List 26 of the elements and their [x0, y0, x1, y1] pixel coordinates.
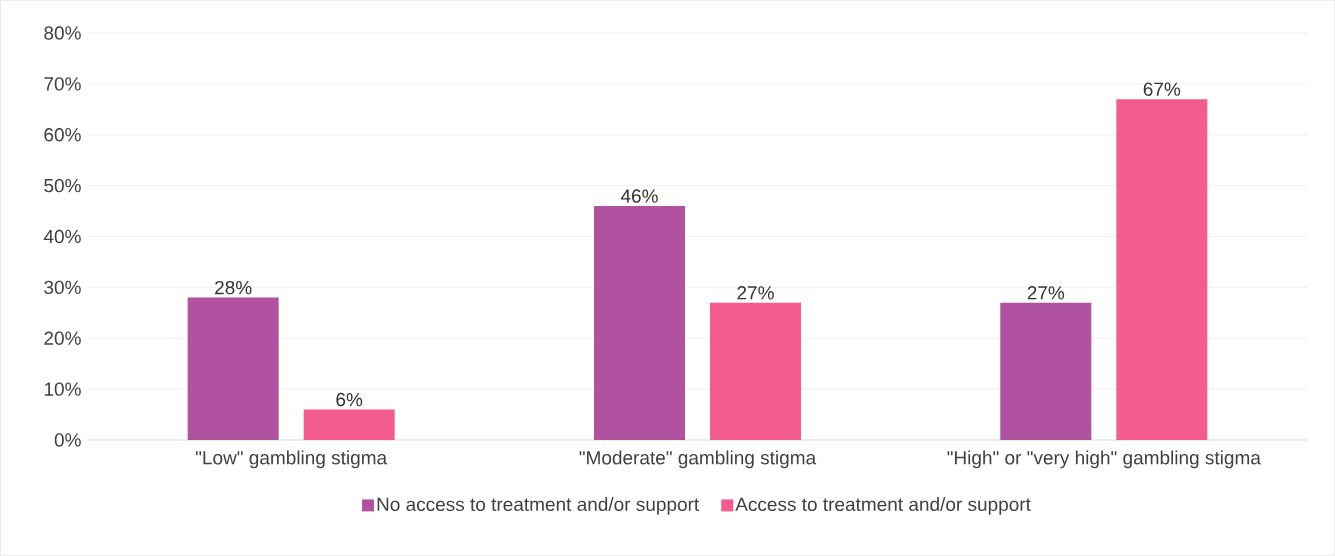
x-tick-label: "High" or "very high" gambling stigma — [947, 450, 1261, 469]
x-tick-label: "Low" gambling stigma — [195, 450, 388, 469]
data-label: 28% — [215, 280, 252, 295]
bar — [594, 205, 685, 440]
bar — [187, 297, 279, 440]
bar — [303, 409, 395, 440]
data-label: 27% — [1027, 286, 1065, 300]
legend-label: Access to treatment and/or support — [735, 497, 1031, 515]
data-label: 46% — [620, 189, 658, 203]
y-tick-label: 70% — [44, 77, 81, 91]
y-tick-label: 60% — [44, 128, 81, 142]
data-label: 27% — [737, 286, 774, 300]
y-tick-label: 0% — [54, 433, 81, 447]
data-label: 6% — [336, 392, 363, 407]
y-tick-label: 40% — [43, 229, 81, 244]
bar — [1116, 99, 1208, 440]
y-tick-label: 20% — [44, 331, 81, 345]
legend-label: No access to treatment and/or support — [377, 497, 700, 515]
bar — [710, 302, 801, 440]
bar — [1000, 302, 1092, 440]
y-tick-label: 80% — [44, 26, 81, 40]
y-tick-label: 50% — [44, 178, 81, 193]
y-tick-label: 10% — [44, 382, 81, 396]
x-tick-label: "Moderate" gambling stigma — [579, 450, 817, 469]
data-label: 67% — [1143, 82, 1181, 96]
y-tick-label: 30% — [44, 280, 81, 295]
